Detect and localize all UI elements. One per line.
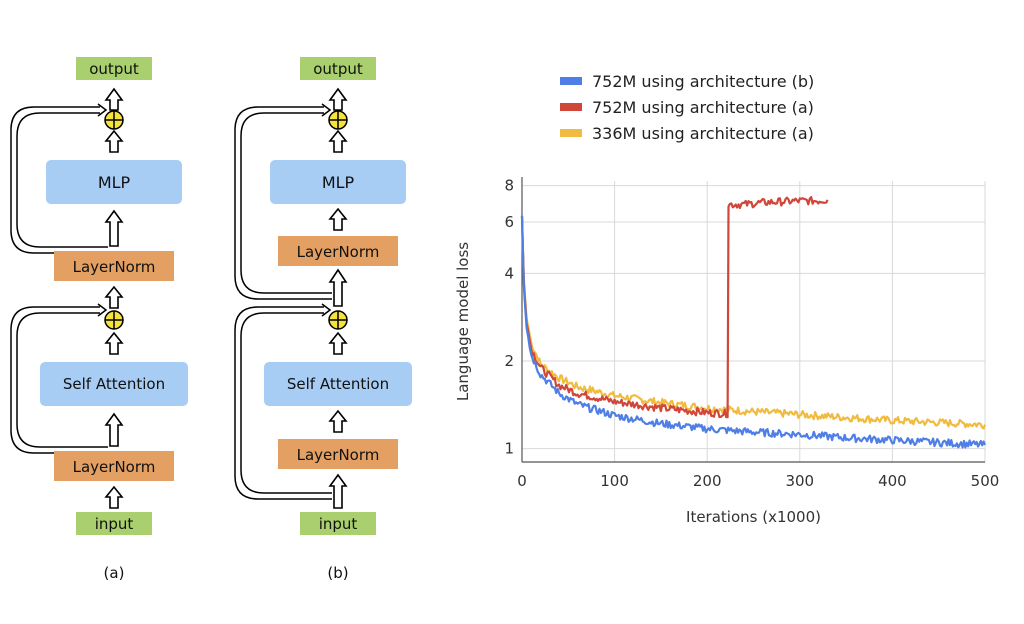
y-tick-label: 2 [504, 352, 514, 370]
legend-label: 336M using architecture (a) [592, 124, 814, 143]
mlp-label-a: MLP [98, 173, 131, 192]
residual-connection [234, 103, 332, 500]
mlp-block-b [270, 160, 406, 204]
input-label-b: input [319, 515, 358, 533]
legend-swatch [560, 129, 582, 137]
legend-label: 752M using architecture (a) [592, 98, 814, 117]
layernorm-bottom-label-a: LayerNorm [73, 458, 156, 476]
up-arrow-icon [104, 87, 124, 509]
y-axis-label: Language model loss [454, 242, 472, 401]
layernorm-top-a [54, 251, 174, 281]
x-tick-label: 200 [693, 472, 722, 490]
legend-swatch [560, 103, 582, 111]
add-node-icon [104, 110, 124, 130]
x-axis-label: Iterations (x1000) [686, 508, 821, 526]
y-tick-label: 1 [504, 440, 514, 458]
mlp-block-a [46, 160, 182, 204]
up-arrow-icon [328, 87, 348, 509]
output-label-a: output [89, 60, 139, 78]
output-box-a [76, 57, 152, 80]
mlp-label-b: MLP [322, 173, 355, 192]
caption-a: (a) [104, 564, 125, 582]
output-box-b [300, 57, 376, 80]
self-attention-block-a [40, 362, 188, 406]
series-line [520, 215, 987, 449]
x-tick-label: 300 [785, 472, 814, 490]
y-tick-label: 8 [504, 177, 514, 195]
diagram-b: output [234, 57, 412, 582]
input-box-b [300, 512, 376, 535]
x-tick-label: 0 [517, 472, 527, 490]
y-tick-label: 6 [504, 213, 514, 231]
layernorm-top-b [278, 236, 398, 266]
add-node-icon [104, 310, 124, 330]
diagram-a: output [10, 57, 188, 582]
self-attention-label-b: Self Attention [287, 375, 389, 393]
self-attention-block-b [264, 362, 412, 406]
add-node-icon [328, 310, 348, 330]
series-line [520, 215, 987, 430]
legend-label: 752M using architecture (b) [592, 72, 814, 91]
architecture-diagrams: output [0, 0, 440, 620]
loss-chart-svg: 0 100 200 300 400 500 1 2 4 6 8 Iterations (x1000) L… [454, 72, 1000, 526]
caption-b: (b) [327, 564, 348, 582]
residual-connection [10, 103, 108, 454]
output-label-b: output [313, 60, 363, 78]
input-label-a: input [95, 515, 134, 533]
x-tick-label: 500 [971, 472, 1000, 490]
layernorm-bottom-a [54, 451, 174, 481]
layernorm-top-label-a: LayerNorm [73, 258, 156, 276]
layernorm-bottom-label-b: LayerNorm [297, 446, 380, 464]
series-line [520, 196, 829, 419]
x-tick-label: 400 [878, 472, 907, 490]
layernorm-top-label-b: LayerNorm [297, 243, 380, 261]
layernorm-bottom-b [278, 439, 398, 469]
x-tick-label: 100 [600, 472, 629, 490]
self-attention-label-a: Self Attention [63, 375, 165, 393]
y-tick-label: 4 [504, 264, 514, 282]
loss-chart: 0 100 200 300 400 500 1 2 4 6 8 Iterations (x1000) L… [440, 0, 1024, 620]
input-box-a [76, 512, 152, 535]
legend-swatch [560, 77, 582, 85]
add-node-icon [328, 110, 348, 130]
